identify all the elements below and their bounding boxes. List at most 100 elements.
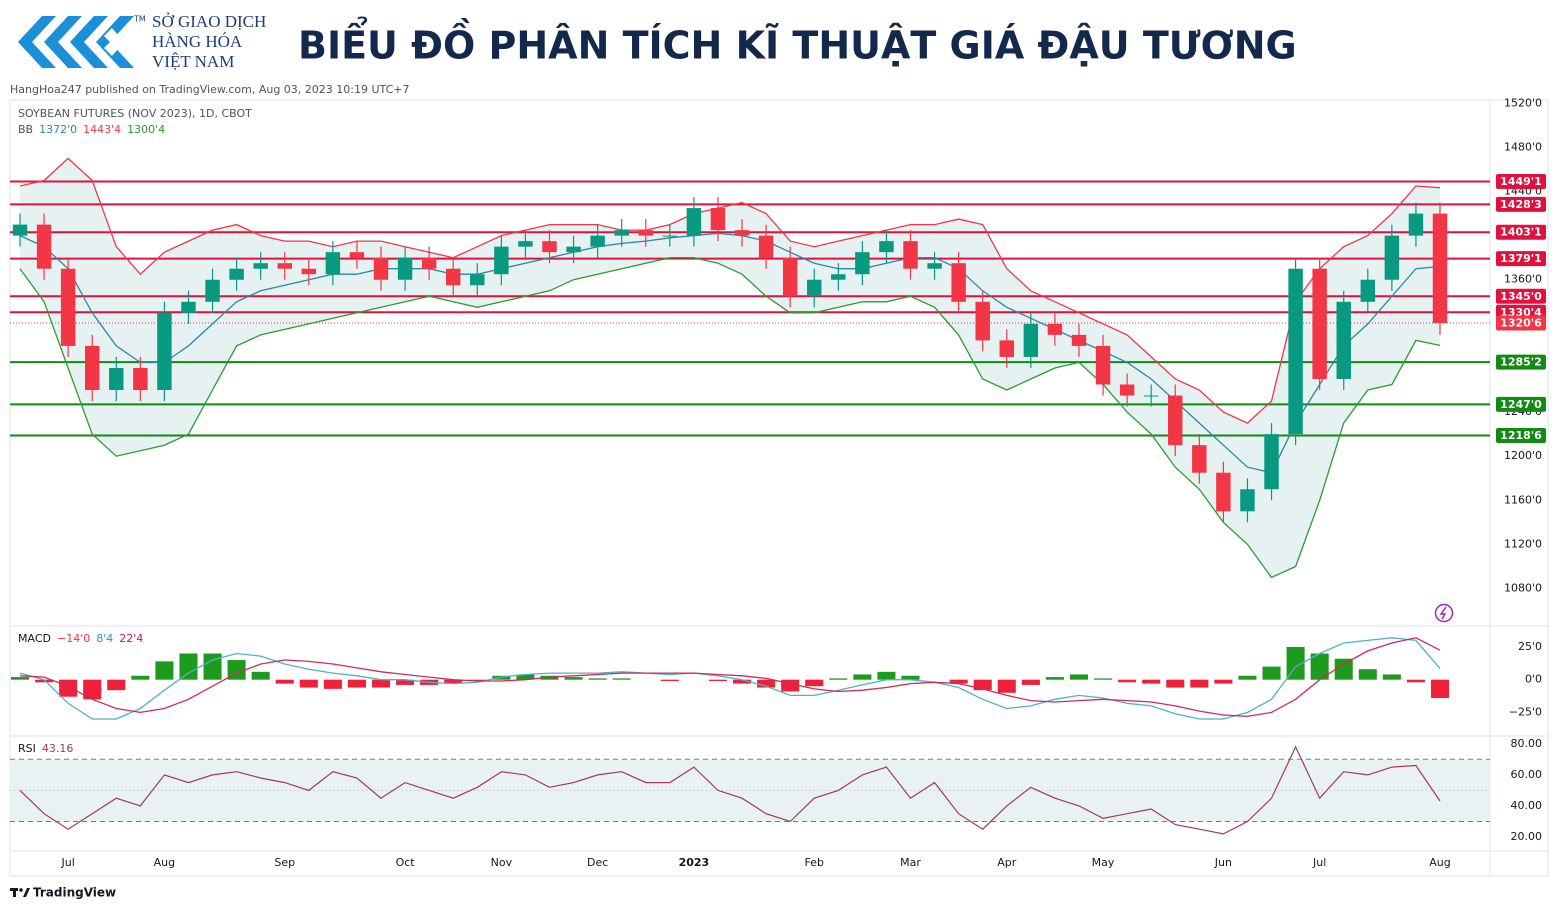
x-tick-label: Dec [587,856,608,869]
candle-body [1168,395,1183,446]
level-label: 1330'4 [1500,306,1542,319]
indicator-name: BB [18,123,33,136]
candle-body [542,241,557,253]
candle-body [133,367,148,391]
histogram-bar [1142,679,1161,684]
candle-body [373,257,389,280]
candle-body [1143,395,1159,397]
logo-line: SỞ GIAO DỊCH [152,12,266,31]
candle-body [686,208,702,236]
histogram-bar [1069,674,1089,680]
histogram-bar [1358,669,1377,680]
candle-body [831,274,846,280]
candle-body [1432,213,1448,324]
legend-value: 1300'4 [127,123,165,136]
candle-body [710,208,726,231]
histogram-bar [1334,658,1353,680]
y-tick-label: 1360'0 [1504,273,1542,286]
histogram-bar [1021,679,1040,685]
histogram-bar [251,671,270,680]
histogram-bar [1166,679,1185,688]
candle-body [1071,334,1087,346]
frame [9,99,1549,877]
candle-body [1216,472,1231,512]
macd-line [19,637,1441,718]
histogram-bar [733,679,752,684]
logo [18,16,134,68]
y-tick-label: 1480'0 [1504,140,1542,153]
legend-value: −14'0 [57,632,90,645]
histogram-bar [1310,653,1329,680]
candle-body [205,279,220,302]
histogram-bar [155,661,174,680]
y-tick-label: 40.00 [1511,799,1543,812]
published-note: HangHoa247 published on TradingView.com,… [10,83,410,96]
y-tick-label: 1200'0 [1504,449,1542,462]
candle-body [807,279,822,297]
level-label-box [1496,251,1546,267]
histogram-bar [901,675,920,680]
y-tick-label: 1120'0 [1504,537,1542,550]
candle-body [181,301,196,313]
histogram-bar [1190,679,1209,688]
logo-line: HÀNG HÓA [152,32,243,51]
x-tick-label: Apr [997,856,1017,869]
histogram-bar [1118,679,1137,683]
candle-body [397,257,413,280]
level-label-box [1496,173,1546,189]
candle-body [1023,323,1039,357]
level-label: 1320'6 [1500,317,1542,330]
histogram-bar [612,678,631,680]
level-label: 1285'2 [1500,356,1542,369]
histogram-bar [1094,678,1113,680]
level-label-box [1496,315,1546,331]
candle-body [518,241,533,247]
level-label-box [1496,428,1546,444]
level-label-box [1496,196,1546,212]
candle-body [421,257,437,269]
y-tick-label: 1520'0 [1504,96,1542,109]
x-tick-label: Oct [396,856,416,869]
candle-body [1408,213,1424,236]
histogram-bar [516,674,535,680]
candle-body [1264,434,1279,490]
y-tick-label: 60.00 [1511,768,1543,781]
histogram-bar [83,679,102,700]
candle-body [277,263,292,269]
macd-plot [10,637,1450,720]
band-line [19,257,1441,579]
histogram-bar [347,679,366,688]
candle-body [84,345,100,391]
x-tick-label: Sep [274,856,295,869]
histogram-bar [1286,646,1305,680]
candle-body [1119,384,1135,396]
x-tick-label: Feb [804,856,823,869]
legend-value: 43.16 [42,742,74,755]
histogram-bar [203,653,222,680]
y-tick-label: 1160'0 [1504,493,1542,506]
rsi-plot [10,745,1490,835]
level-label-box [1496,396,1546,412]
histogram-bar [973,679,992,691]
histogram-bar [660,679,679,681]
level-label-box [1496,288,1546,304]
indicator-name: MACD [18,632,51,645]
y-tick-label: 20.00 [1511,830,1543,843]
legend-value: 22'4 [119,632,143,645]
histogram-bar [949,679,968,684]
histogram-bar [468,679,487,681]
histogram-bar [59,679,78,697]
candle-body [229,268,244,280]
candle-body [1192,445,1207,473]
level-label: 1403'1 [1500,226,1542,239]
level-label: 1379'1 [1500,252,1542,265]
histogram-bar [805,679,824,687]
trademark: TM [133,15,146,24]
candle-body [109,367,124,391]
histogram-bar [107,679,126,691]
tradingview-logo [10,888,30,897]
candle-body [446,268,461,286]
candle-body [301,268,317,275]
candle-body [903,241,918,269]
